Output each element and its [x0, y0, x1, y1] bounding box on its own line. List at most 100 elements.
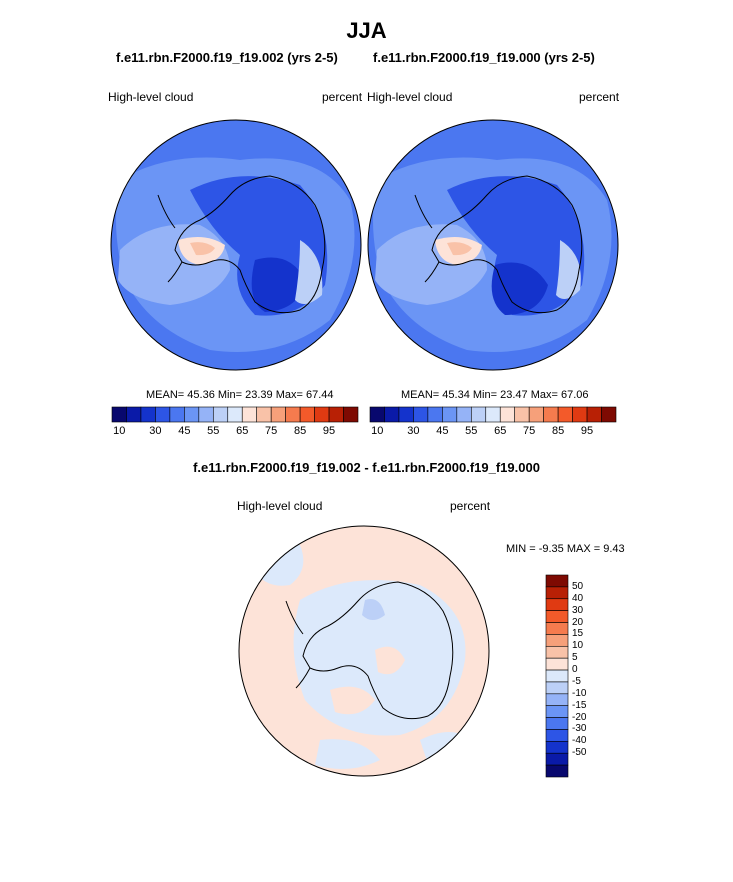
- diff-colorbar-box: [545, 681, 569, 695]
- right-colorbar-box: [601, 406, 617, 423]
- left-colorbar-tick-label: 85: [293, 425, 307, 437]
- left-colorbar-tick-label: 45: [178, 425, 191, 437]
- right-colorbar-tick-label: 95: [580, 425, 594, 437]
- left-mean-label: MEAN=: [146, 389, 185, 401]
- right-min-value: 23.47: [500, 389, 528, 401]
- right-stats: MEAN= 45.34 Min= 23.47 Max= 67.06: [401, 389, 589, 401]
- diff-colorbar-box: [545, 705, 569, 718]
- diff-colorbar-tick-label: 30: [572, 604, 584, 616]
- left-panel-subtitle: f.e11.rbn.F2000.f19_f19.002 (yrs 2-5): [116, 50, 338, 65]
- right-colorbar-box: [543, 406, 559, 423]
- left-colorbar-box: [343, 406, 359, 423]
- diff-colorbar-box: [545, 586, 569, 600]
- left-colorbar-box: [140, 406, 156, 423]
- right-colorbar-box: [485, 406, 501, 423]
- right-units-label: percent: [579, 90, 620, 104]
- left-colorbar-box: [184, 406, 200, 423]
- main-title: JJA: [346, 18, 387, 43]
- right-colorbar-tick-label: 45: [436, 425, 449, 437]
- diff-colorbar-box: [545, 634, 569, 647]
- left-max-value: 67.44: [305, 389, 334, 401]
- diff-map-border: [238, 525, 490, 777]
- left-colorbar-box: [198, 406, 214, 423]
- left-colorbar-box: [328, 406, 344, 423]
- right-colorbar-box: [586, 406, 602, 423]
- left-min-label: Min=: [217, 389, 243, 401]
- right-colorbar-tick-label: 10: [371, 425, 384, 437]
- right-colorbar: [369, 406, 617, 423]
- left-polar-map: [111, 120, 361, 370]
- right-colorbar-tick-label: 85: [551, 425, 565, 437]
- left-colorbar-tick-label: 75: [265, 425, 278, 437]
- diff-colorbar-tick-label: 10: [572, 640, 584, 652]
- right-colorbar-box: [528, 406, 544, 423]
- right-mean-value: 45.34: [442, 389, 470, 401]
- left-colorbar-box: [111, 406, 127, 423]
- diff-map-region-pos-1: [330, 686, 375, 715]
- diff-map-region-neg2-1: [362, 599, 385, 620]
- left-colorbar-tick-label: 65: [236, 425, 249, 437]
- diff-colorbar-tick-label: -5: [572, 675, 581, 687]
- diff-colorbar-box: [545, 574, 569, 588]
- left-colorbar-box: [285, 406, 301, 423]
- diff-colorbar-tick-label: -15: [572, 699, 587, 711]
- diff-colorbar-tick-label: -20: [572, 711, 587, 723]
- left-colorbar-box: [270, 406, 286, 423]
- left-colorbar: [111, 406, 359, 423]
- right-colorbar-box: [427, 406, 443, 423]
- right-colorbar-tick-label: 30: [407, 425, 420, 437]
- left-map-region-deeper: [251, 257, 305, 312]
- left-map-border: [110, 119, 362, 371]
- right-map-coastline: [431, 175, 583, 314]
- right-panel-subtitle: f.e11.rbn.F2000.f19_f19.000 (yrs 2-5): [373, 50, 595, 65]
- diff-colorbar-box: [545, 645, 569, 659]
- left-colorbar-box: [227, 406, 243, 423]
- diff-map-region-neg-2: [250, 544, 304, 586]
- right-colorbar-box: [499, 406, 516, 423]
- right-colorbar-box: [572, 406, 588, 423]
- diff-colorbar-box: [545, 657, 569, 671]
- left-max-label: Max=: [275, 389, 303, 401]
- diff-colorbar-tick-label: 40: [572, 592, 584, 604]
- right-colorbar-box: [384, 406, 400, 423]
- diff-units-label: percent: [450, 499, 491, 513]
- diff-colorbar-box: [545, 764, 569, 778]
- right-colorbar-box: [557, 406, 573, 423]
- diff-colorbar-box: [545, 622, 569, 635]
- diff-colorbar-tick-label: 15: [572, 628, 584, 640]
- right-colorbar-tick-label: 55: [465, 425, 478, 437]
- left-variable-label: High-level cloud: [108, 90, 194, 104]
- left-colorbar-box: [155, 406, 171, 423]
- right-colorbar-box: [369, 406, 385, 423]
- left-colorbar-tick-label: 95: [322, 425, 336, 437]
- left-map-peninsula: [157, 194, 183, 283]
- diff-colorbar-box: [545, 741, 569, 754]
- diff-colorbar-box: [545, 752, 569, 766]
- right-mean-label: MEAN=: [401, 389, 440, 401]
- diff-colorbar-tick-label: 5: [572, 652, 578, 664]
- left-map-coastline: [174, 175, 326, 314]
- diff-map-region-pos-2: [375, 646, 405, 675]
- diff-colorbar-tick-label: -50: [572, 747, 587, 759]
- diff-colorbar-box: [545, 693, 569, 707]
- left-colorbar-box: [314, 406, 330, 423]
- diff-colorbar-tick-label: -30: [572, 723, 587, 735]
- diff-colorbar-box: [545, 717, 569, 730]
- right-colorbar-tick-label: 75: [523, 425, 536, 437]
- left-map-region-pale: [295, 240, 323, 304]
- right-colorbar-box: [413, 406, 429, 423]
- right-colorbar-box: [442, 406, 458, 423]
- left-mean-value: 45.36: [187, 389, 215, 401]
- diff-panel-subtitle: f.e11.rbn.F2000.f19_f19.002 - f.e11.rbn.…: [193, 460, 540, 475]
- right-map-region-warm: [447, 242, 472, 256]
- diff-colorbar-tick-label: -10: [572, 687, 587, 699]
- right-map-region-deep: [447, 176, 585, 316]
- right-polar-map: [368, 120, 618, 370]
- left-units-label: percent: [322, 90, 363, 104]
- diff-map-region-neg-4: [315, 739, 380, 769]
- left-colorbar-box: [256, 406, 272, 423]
- diff-map-coastline: [302, 581, 454, 720]
- left-colorbar-box: [169, 406, 185, 423]
- left-stats: MEAN= 45.36 Min= 23.39 Max= 67.44: [146, 389, 334, 401]
